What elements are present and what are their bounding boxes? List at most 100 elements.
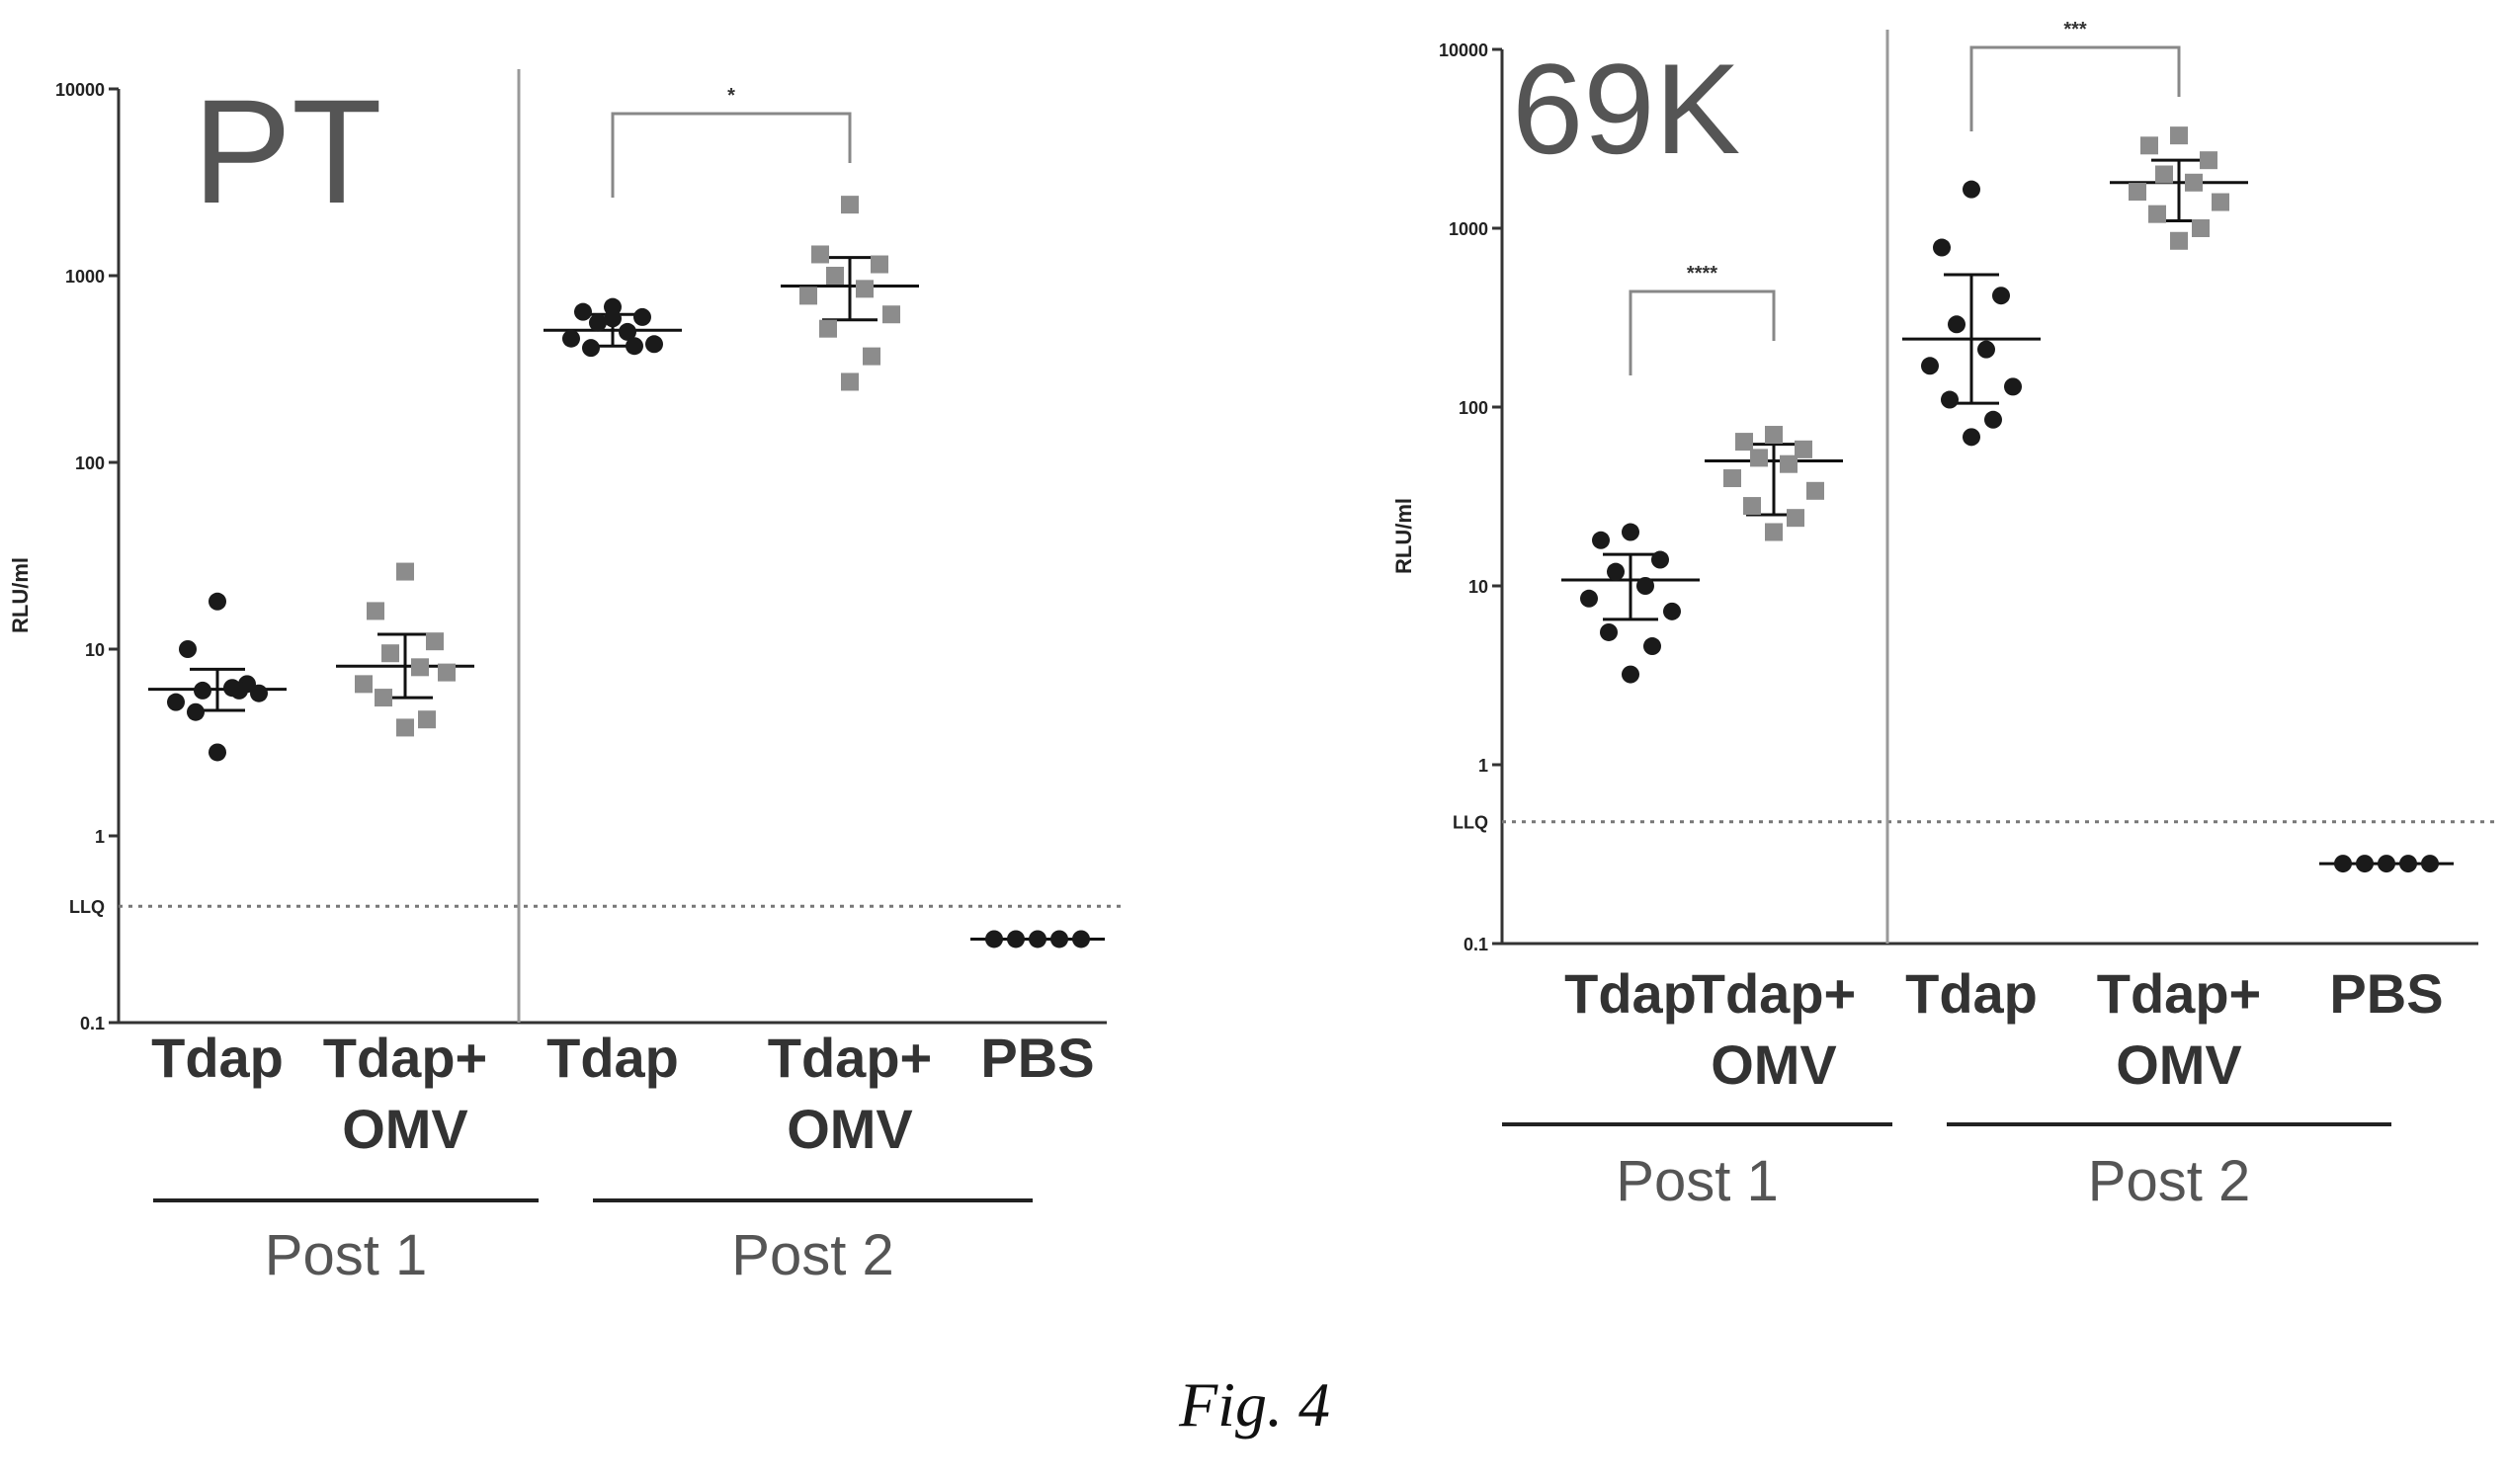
data-point <box>2212 193 2229 211</box>
category-label: Tdap+ <box>768 1027 932 1089</box>
data-point <box>1963 180 1980 199</box>
data-point <box>1750 449 1768 467</box>
figure-caption: Fig. 4 <box>1179 1369 1330 1440</box>
category-label: OMV <box>2116 1033 2242 1096</box>
category-label: OMV <box>342 1098 468 1160</box>
data-point <box>1007 930 1025 948</box>
data-point <box>645 335 663 354</box>
data-point <box>1992 287 2010 305</box>
chart-title: PT <box>193 68 382 234</box>
y-tick-label: 100 <box>1459 398 1488 418</box>
data-point <box>1787 509 1804 528</box>
data-point <box>1723 469 1741 488</box>
category-label: Tdap <box>546 1027 679 1089</box>
data-point <box>882 305 900 324</box>
data-point <box>396 718 414 737</box>
data-point <box>2129 183 2146 202</box>
y-tick-label: 0.1 <box>80 1014 105 1033</box>
data-point <box>179 640 197 658</box>
data-point <box>2140 136 2158 155</box>
data-point <box>2185 173 2203 192</box>
significance-bracket <box>1629 289 1776 375</box>
data-point <box>209 743 226 762</box>
category-label: PBS <box>2329 962 2443 1025</box>
chart-title: 69K <box>1512 37 1740 181</box>
y-tick-label: 0.1 <box>1464 935 1488 954</box>
data-point <box>367 602 384 620</box>
data-point <box>2399 855 2417 873</box>
data-point <box>1765 426 1783 445</box>
category-label: Tdap+ <box>2097 962 2261 1025</box>
data-point <box>574 302 592 321</box>
data-point <box>799 287 817 305</box>
category-label: PBS <box>980 1027 1094 1089</box>
group-label: Post 1 <box>265 1223 427 1287</box>
data-point <box>381 644 399 663</box>
data-point <box>2170 126 2188 145</box>
data-point <box>1622 665 1639 684</box>
data-point <box>811 245 829 264</box>
data-point <box>856 280 874 298</box>
data-point <box>1780 454 1798 473</box>
data-point <box>863 347 880 366</box>
data-point <box>841 196 859 214</box>
data-point <box>2356 855 2374 873</box>
category-label: Tdap+ <box>323 1027 487 1089</box>
group-label: Post 2 <box>2088 1149 2250 1213</box>
data-point <box>1941 390 1959 409</box>
category-label: Tdap+ <box>1692 962 1856 1025</box>
data-point <box>871 255 888 274</box>
group-label: Post 1 <box>1616 1149 1778 1213</box>
data-point <box>1948 315 1965 334</box>
data-point <box>985 930 1003 948</box>
data-point <box>2378 855 2395 873</box>
data-point <box>633 307 651 326</box>
significance-label: * <box>727 85 735 107</box>
data-point <box>1651 550 1669 569</box>
data-point <box>604 309 622 328</box>
data-point <box>418 710 436 729</box>
data-point <box>1050 930 1068 948</box>
data-point <box>841 372 859 391</box>
data-point <box>1607 562 1625 581</box>
data-point <box>194 681 211 700</box>
significance-bracket <box>611 112 852 198</box>
data-point <box>1643 637 1661 656</box>
data-point <box>2192 219 2210 237</box>
data-point <box>1806 481 1824 500</box>
llq-label: LLQ <box>1453 813 1488 833</box>
y-axis-label: RLU/ml <box>1391 498 1416 574</box>
data-point <box>230 681 248 700</box>
category-label: Tdap <box>151 1027 284 1089</box>
significance-bracket <box>1969 45 2181 131</box>
y-tick-label: 1 <box>95 827 105 847</box>
data-point <box>1622 523 1639 541</box>
data-point <box>2004 377 2022 396</box>
data-point <box>1592 531 1610 549</box>
data-point <box>1735 433 1753 452</box>
category-label: OMV <box>1711 1033 1837 1096</box>
data-point <box>1743 497 1761 516</box>
significance-label: *** <box>2063 19 2087 41</box>
data-point <box>2421 855 2439 873</box>
y-tick-label: 10000 <box>1439 41 1488 60</box>
llq-label: LLQ <box>69 897 105 917</box>
69k-chart: 0.1110100100010000RLU/mlLLQ69K*******Tda… <box>1391 19 2498 1213</box>
y-axis-label: RLU/ml <box>8 557 33 633</box>
y-tick-label: 10000 <box>55 80 105 100</box>
y-tick-label: 10 <box>85 640 105 660</box>
data-point <box>1663 602 1681 620</box>
data-point <box>1963 428 1980 447</box>
group-label: Post 2 <box>731 1223 893 1287</box>
data-point <box>826 267 844 285</box>
data-point <box>375 689 392 707</box>
data-point <box>1795 440 1812 458</box>
category-label: Tdap <box>1564 962 1697 1025</box>
data-point <box>1933 238 1951 257</box>
data-point <box>589 313 607 332</box>
data-point <box>1765 523 1783 541</box>
data-point <box>167 693 185 711</box>
y-tick-label: 1000 <box>1449 219 1488 239</box>
data-point <box>1984 410 2002 429</box>
data-point <box>355 675 373 694</box>
